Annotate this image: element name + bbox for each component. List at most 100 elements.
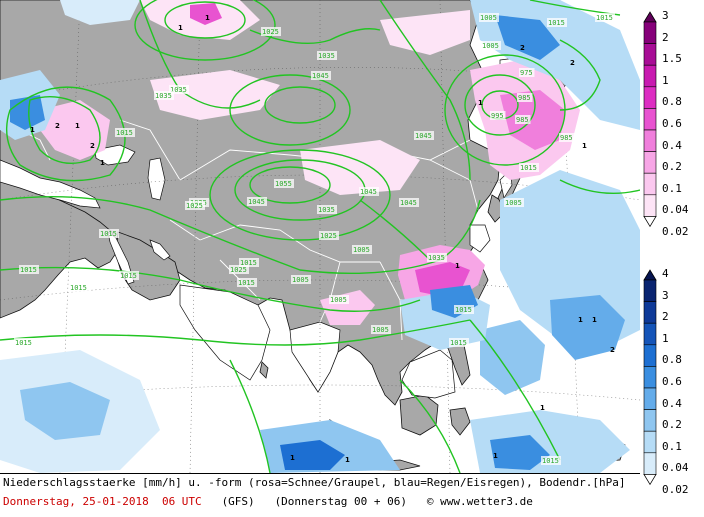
isobar-label: 1045 — [400, 199, 417, 207]
precip-mark: 1 — [205, 14, 210, 22]
snow-legend-label: 1.5 — [662, 52, 682, 66]
isobar-label-bg — [317, 205, 337, 214]
credit-link[interactable]: © www.wetter3.de — [426, 495, 533, 508]
precipitation-pressure-map: 1035 1045 1035 1055 1045 1035 1045 1045 1025 1045… — [0, 0, 640, 473]
rain-philippines — [480, 320, 545, 395]
rain-north-pacific-core — [495, 15, 560, 60]
snow-legend-top-arrow — [643, 11, 657, 23]
snow-legend-label: 0.4 — [662, 138, 682, 152]
isobar-label-bg — [559, 133, 575, 142]
snow-legend-swatch — [643, 64, 657, 88]
isobar-label-bg — [359, 187, 379, 196]
rain-new-guinea-core — [490, 435, 550, 470]
isobar-label: 1045 — [312, 72, 329, 80]
isobar-label: 1045 — [415, 132, 432, 140]
isobar-label-bg — [19, 265, 39, 274]
precip-mark: 1 — [478, 99, 483, 107]
rain-arctic-west — [60, 0, 140, 25]
rain-areas — [0, 0, 640, 473]
isobar-label: 1035 — [170, 86, 187, 94]
isobar-label: 1025 — [230, 266, 247, 274]
isobar-label-bg — [261, 27, 281, 36]
isobar-label-bg — [427, 253, 447, 262]
isobar-label-bg — [239, 258, 259, 267]
snow-legend-swatch — [643, 21, 657, 44]
snow-legend-bottom-arrow — [643, 216, 657, 228]
isobar-label: 1005 — [505, 199, 522, 207]
isobar-label: 1025 — [320, 232, 337, 240]
isobar-labels: 1035 1045 1035 1055 1045 1035 1045 1045 1025 1045… — [14, 13, 615, 465]
rain-legend-label: 2 — [662, 310, 669, 324]
isobar-label: 1045 — [248, 198, 265, 206]
isobar-label: 1005 — [482, 42, 499, 50]
isobar-label: 1035 — [318, 52, 335, 60]
caption-description: Niederschlagsstaerke [mm/h] u. -form (ro… — [3, 476, 626, 489]
isobar-label: 985 — [560, 134, 573, 142]
rain-legend-swatch — [643, 387, 657, 410]
isobar-label-bg — [169, 85, 189, 94]
isobar-label-bg — [69, 283, 89, 292]
isobar-label: 1005 — [372, 326, 389, 334]
isobar-label: 1005 — [330, 296, 347, 304]
isobar-label-bg — [99, 229, 119, 238]
rain-legend-label: 1 — [662, 331, 669, 345]
precip-mark: 2 — [520, 44, 525, 52]
forecast-date: Donnerstag, 25-01-2018 06 UTC — [3, 495, 202, 508]
isobar-label-bg — [237, 278, 257, 287]
isobar-label: 1005 — [480, 14, 497, 22]
isobar-label: 1015 — [116, 129, 133, 137]
map-caption: Niederschlagsstaerke [mm/h] u. -form (ro… — [0, 473, 640, 514]
isobar-label: 1015 — [100, 230, 117, 238]
snow-legend-label: 0.1 — [662, 181, 682, 195]
rain-legend-swatch — [643, 409, 657, 432]
isobar-label: 1035 — [318, 206, 335, 214]
legend-bars — [643, 11, 657, 486]
color-legend: 3 2 1.5 1 0.8 0.6 0.4 0.2 0.1 0.04 0.02 4 3 2 1 0.8 0.6 0… — [640, 0, 704, 513]
rain-indian-ocean-core — [20, 382, 110, 440]
isobars — [0, 0, 640, 473]
isobar-label: 1045 — [360, 188, 377, 196]
isobar-label-bg — [504, 198, 524, 207]
caspian-sea — [147, 157, 166, 201]
rain-pacific-core — [550, 295, 625, 360]
rain-legend-label: 0.6 — [662, 375, 682, 388]
isobar-label-bg — [519, 68, 535, 77]
snow-legend-label: 0.8 — [662, 95, 682, 109]
arabian-sea — [179, 284, 271, 381]
precip-mark: 1 — [493, 452, 498, 460]
isobar-label: 1015 — [450, 339, 467, 347]
rain-legend-top-arrow — [643, 269, 657, 281]
isobar-label-bg — [479, 13, 499, 22]
snow-legend-swatch — [643, 172, 657, 196]
isobar-label-bg — [317, 51, 337, 60]
precip-mark: 1 — [30, 126, 35, 134]
isobar-label-bg — [311, 71, 331, 80]
precip-mark: 1 — [290, 454, 295, 462]
isobar-label-bg — [490, 111, 506, 120]
isobar-label-bg — [115, 128, 135, 137]
precip-mark: 2 — [90, 142, 95, 150]
isobar-label-bg — [454, 305, 474, 314]
map-canvas: 1035 1045 1035 1055 1045 1035 1045 1045 1025 1045… — [0, 0, 640, 473]
precip-mark: 1 — [578, 316, 583, 324]
precip-mark: 1 — [100, 159, 105, 167]
snow-siberia-cell — [190, 3, 222, 25]
isobar-label-bg — [154, 91, 174, 100]
snow-legend-label: 3 — [662, 9, 669, 22]
precip-mark: 1 — [345, 456, 350, 464]
rain-legend-label: 4 — [662, 267, 669, 280]
precip-mark: 1 — [75, 122, 80, 130]
snow-legend-label: 2 — [662, 30, 669, 44]
isobar-label-bg — [291, 275, 311, 284]
isobar-label-bg — [515, 115, 531, 124]
snow-legend-swatch — [643, 194, 657, 217]
rain-legend-swatch — [643, 366, 657, 389]
isobar-label-bg — [247, 197, 267, 206]
isobar-label: 1015 — [455, 306, 472, 314]
precip-mark: 2 — [570, 59, 575, 67]
isobar-label: 1015 — [240, 259, 257, 267]
model-run: (Donnerstag 00 + 06) — [274, 495, 408, 508]
isobar-label: 995 — [491, 112, 504, 120]
rain-legend-label: 0.04 — [662, 461, 689, 475]
